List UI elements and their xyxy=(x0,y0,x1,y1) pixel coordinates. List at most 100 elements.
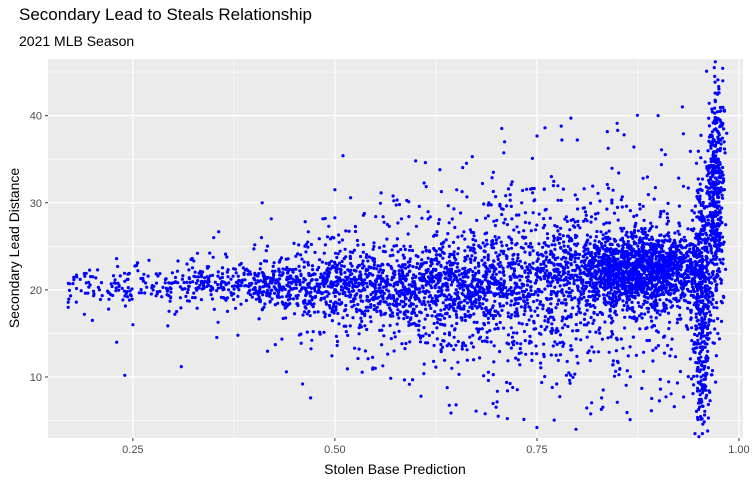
data-point xyxy=(674,286,679,290)
data-point xyxy=(618,367,622,371)
data-point xyxy=(474,409,478,413)
data-point xyxy=(324,261,328,265)
data-point xyxy=(704,254,708,259)
data-point xyxy=(315,290,320,295)
data-point xyxy=(631,234,636,238)
data-point xyxy=(469,341,474,345)
data-point xyxy=(447,272,451,277)
data-point xyxy=(662,351,667,355)
data-point xyxy=(345,286,349,290)
data-point xyxy=(695,273,699,277)
data-point xyxy=(323,312,327,316)
data-point xyxy=(233,267,238,271)
data-point xyxy=(527,292,531,296)
data-point xyxy=(573,268,577,272)
data-point xyxy=(673,355,678,359)
data-point xyxy=(576,207,580,211)
data-point xyxy=(398,310,402,314)
data-point xyxy=(611,332,615,336)
data-point xyxy=(447,293,451,297)
data-point xyxy=(288,293,292,297)
data-point xyxy=(333,300,337,304)
data-point xyxy=(515,297,519,301)
data-point xyxy=(250,295,254,299)
data-point xyxy=(336,252,340,256)
data-point xyxy=(438,294,442,298)
data-point xyxy=(400,342,404,346)
data-point xyxy=(223,252,228,256)
data-point xyxy=(613,290,617,294)
data-point xyxy=(346,268,350,272)
data-point xyxy=(612,211,617,215)
data-point xyxy=(435,337,439,341)
data-point xyxy=(497,292,501,296)
data-point xyxy=(506,247,511,251)
data-point xyxy=(390,248,394,252)
data-point xyxy=(155,290,159,294)
data-point xyxy=(224,298,228,302)
data-point xyxy=(259,290,264,294)
data-point xyxy=(351,283,355,287)
data-point xyxy=(428,215,432,219)
data-point xyxy=(367,255,371,259)
data-point xyxy=(180,277,184,281)
data-point xyxy=(660,243,664,247)
data-point xyxy=(626,239,630,244)
data-point xyxy=(577,266,581,270)
data-point xyxy=(644,267,648,271)
data-point xyxy=(452,207,456,211)
data-point xyxy=(573,242,577,246)
data-point xyxy=(485,242,489,246)
data-point xyxy=(392,282,397,286)
data-point xyxy=(496,310,500,315)
data-point xyxy=(602,296,606,300)
data-point xyxy=(347,290,351,294)
data-point xyxy=(565,234,570,238)
data-point xyxy=(663,153,667,157)
data-point xyxy=(602,256,606,261)
data-point xyxy=(247,284,251,289)
data-point xyxy=(407,382,411,386)
data-point xyxy=(342,324,346,328)
data-point xyxy=(334,269,338,273)
data-point xyxy=(679,256,684,260)
data-point xyxy=(472,276,476,281)
data-point xyxy=(271,276,275,280)
data-point xyxy=(424,307,428,311)
data-point xyxy=(532,321,536,325)
data-point xyxy=(631,286,635,290)
data-point xyxy=(588,330,592,334)
data-point xyxy=(370,256,374,260)
data-point xyxy=(641,176,645,180)
data-point xyxy=(555,225,559,229)
data-point xyxy=(355,292,359,296)
data-point xyxy=(498,264,502,269)
data-point xyxy=(306,260,310,265)
data-point xyxy=(395,283,400,287)
data-point xyxy=(338,276,342,280)
data-point xyxy=(634,353,639,357)
data-point xyxy=(574,312,579,316)
data-point xyxy=(371,298,376,302)
data-point xyxy=(523,306,527,310)
data-point xyxy=(509,299,513,303)
data-point xyxy=(505,296,509,300)
data-point xyxy=(622,284,626,289)
data-point xyxy=(401,300,405,304)
data-point xyxy=(337,292,342,296)
data-point xyxy=(300,287,304,291)
data-point xyxy=(640,260,644,264)
data-point xyxy=(397,316,401,320)
data-point xyxy=(502,326,506,330)
data-point xyxy=(599,230,603,234)
data-point xyxy=(604,286,609,290)
data-point xyxy=(388,313,392,317)
data-point xyxy=(219,285,223,289)
data-point xyxy=(450,267,454,271)
data-point xyxy=(649,409,654,413)
data-point xyxy=(114,286,118,290)
data-point xyxy=(635,264,639,269)
data-point xyxy=(277,267,281,271)
data-point xyxy=(515,309,519,313)
data-point xyxy=(658,293,662,297)
